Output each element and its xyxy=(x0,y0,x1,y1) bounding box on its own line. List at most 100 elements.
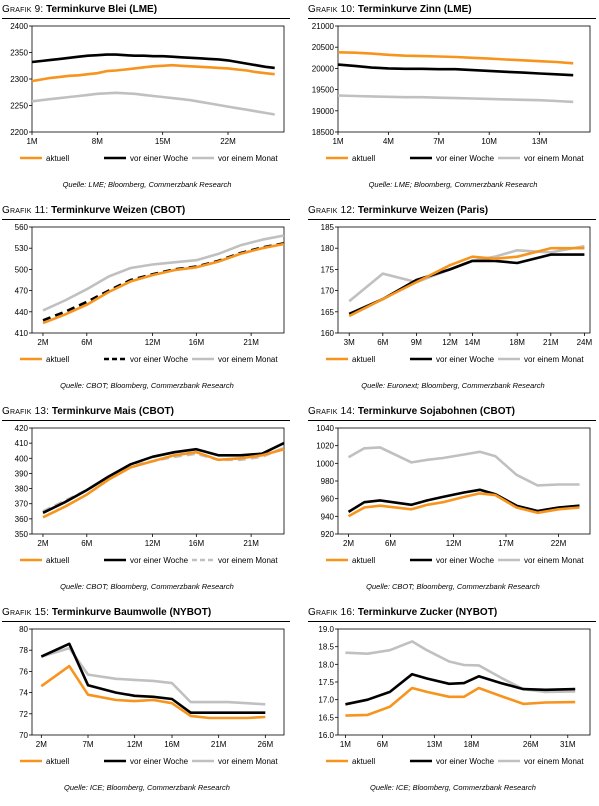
y-tick-label: 360 xyxy=(15,515,29,524)
x-tick-label: 3M xyxy=(344,338,355,347)
series-line-aktuell xyxy=(347,492,580,518)
legend-label: aktuell xyxy=(352,154,375,163)
chart-panel: Grafik 14: Terminkurve Sojabohnen (CBOT)… xyxy=(308,406,598,601)
x-tick-label: 17M xyxy=(498,539,514,548)
chart-title: Grafik 12: Terminkurve Weizen (Paris) xyxy=(308,205,488,216)
legend-label: vor einem Monat xyxy=(524,154,584,163)
series-line-vor-einer-woche xyxy=(337,63,574,77)
title-rule xyxy=(308,420,596,421)
plot-frame xyxy=(337,226,591,334)
y-tick-label: 2350 xyxy=(10,49,28,58)
legend-label: aktuell xyxy=(46,757,69,766)
title-rule xyxy=(2,219,290,220)
y-tick-label: 16.5 xyxy=(318,713,334,722)
series-line-vor-einem-monat xyxy=(337,94,574,104)
y-tick-label: 2200 xyxy=(10,128,28,137)
y-tick-label: 410 xyxy=(15,439,29,448)
legend-label: vor einer Woche xyxy=(130,556,189,565)
y-tick-label: 170 xyxy=(321,287,335,296)
legend-label: aktuell xyxy=(46,355,69,364)
x-tick-label: 12M xyxy=(446,539,462,548)
x-tick-label: 13M xyxy=(532,137,548,146)
source-note: Quelle: ICE; Bloomberg, Commerzbank Rese… xyxy=(370,783,536,792)
y-tick-label: 21000 xyxy=(312,22,335,31)
legend-label: aktuell xyxy=(46,154,69,163)
title-rule xyxy=(308,18,596,19)
y-tick-label: 470 xyxy=(15,287,29,296)
series-line-aktuell xyxy=(345,686,576,717)
legend-label: vor einem Monat xyxy=(218,757,278,766)
series-line-vor-einer-woche xyxy=(42,441,285,514)
chart-panel: Grafik 10: Terminkurve Zinn (LME) 18500 19… xyxy=(308,4,598,199)
plot-frame xyxy=(31,226,285,334)
x-tick-label: 6M xyxy=(377,338,388,347)
x-tick-label: 26M xyxy=(523,740,539,749)
source-note: Quelle: LME; Bloomberg, Commerzbank Rese… xyxy=(62,180,232,189)
y-tick-label: 2250 xyxy=(10,102,28,111)
x-tick-label: 9M xyxy=(411,338,422,347)
y-tick-label: 80 xyxy=(19,625,28,634)
x-tick-label: 1M xyxy=(332,137,343,146)
chart-panel: Grafik 12: Terminkurve Weizen (Paris) 160… xyxy=(308,205,598,400)
source-note: Quelle: ICE; Bloomberg, Commerzbank Rese… xyxy=(64,783,230,792)
chart-title-text: Terminkurve Mais (CBOT) xyxy=(51,406,174,417)
legend-label: aktuell xyxy=(352,556,375,565)
x-tick-label: 1M xyxy=(340,740,351,749)
y-tick-label: 350 xyxy=(15,530,29,539)
x-tick-label: 10M xyxy=(481,137,497,146)
y-tick-label: 960 xyxy=(321,495,335,504)
y-tick-label: 17.5 xyxy=(318,678,334,687)
y-tick-label: 980 xyxy=(321,477,335,486)
y-tick-label: 1040 xyxy=(316,424,334,433)
x-tick-label: 21M xyxy=(243,539,259,548)
x-tick-label: 7M xyxy=(433,137,444,146)
y-tick-label: 185 xyxy=(321,223,335,232)
chart-title-text: Terminkurve Weizen (CBOT) xyxy=(51,205,186,216)
chart-number-label: Grafik 16: xyxy=(308,607,356,618)
y-tick-label: 1000 xyxy=(316,459,334,468)
legend-label: vor einer Woche xyxy=(436,556,495,565)
x-tick-label: 21M xyxy=(211,740,227,749)
y-tick-label: 400 xyxy=(15,454,29,463)
y-tick-label: 180 xyxy=(321,244,335,253)
y-tick-label: 18.5 xyxy=(318,643,334,652)
y-tick-label: 420 xyxy=(15,424,29,433)
y-tick-label: 20000 xyxy=(312,64,335,73)
y-tick-label: 70 xyxy=(19,731,28,740)
line-chart: 920 940 960 980 1000 1020 1040 2M 6M 12M 17M 22M akt… xyxy=(316,424,591,565)
chart-title: Grafik 14: Terminkurve Sojabohnen (CBOT) xyxy=(308,406,515,417)
chart-number-label: Grafik 12: xyxy=(308,205,356,216)
y-tick-label: 160 xyxy=(321,329,335,338)
y-tick-label: 2400 xyxy=(10,22,28,31)
chart-title: Grafik 9: Terminkurve Blei (LME) xyxy=(2,4,157,15)
line-chart: 16.0 16.5 17.0 17.5 18.0 18.5 19.0 1M 6M 13M 18M 26… xyxy=(318,625,591,766)
legend-label: vor einem Monat xyxy=(524,355,584,364)
x-tick-label: 8M xyxy=(92,137,103,146)
x-tick-label: 2M xyxy=(36,740,47,749)
legend-label: vor einer Woche xyxy=(436,757,495,766)
chart-title: Grafik 13: Terminkurve Mais (CBOT) xyxy=(2,406,174,417)
series-line-vor-einer-woche xyxy=(40,642,266,714)
chart-number-label: Grafik 13: xyxy=(2,406,50,417)
y-tick-label: 19000 xyxy=(312,107,335,116)
x-tick-label: 16M xyxy=(189,338,205,347)
y-tick-label: 1020 xyxy=(316,442,334,451)
line-chart: 70 72 74 76 78 80 2M 7M 12M 16M 21M 26M aktuell vor e… xyxy=(19,625,285,766)
series-line-aktuell xyxy=(337,51,574,65)
line-chart: 160 165 170 175 180 185 3M 6M 9M 12M 14M 18M 21M 24M a… xyxy=(321,223,593,364)
plot-frame xyxy=(337,25,591,133)
chart-number-label: Grafik 10: xyxy=(308,4,356,15)
chart-number-label: Grafik 15: xyxy=(2,607,50,618)
y-tick-label: 72 xyxy=(19,710,28,719)
legend-label: aktuell xyxy=(352,355,375,364)
source-note: Quelle: LME; Bloomberg, Commerzbank Rese… xyxy=(368,180,538,189)
chart-title-text: Terminkurve Blei (LME) xyxy=(46,4,158,15)
y-tick-label: 18500 xyxy=(312,128,335,137)
y-tick-label: 19.0 xyxy=(318,625,334,634)
y-tick-label: 74 xyxy=(19,689,28,698)
y-tick-label: 19500 xyxy=(312,86,335,95)
x-tick-label: 2M xyxy=(343,539,354,548)
chart-panel: Grafik 16: Terminkurve Zucker (NYBOT) 16.… xyxy=(308,607,598,802)
chart-panel: Grafik 11: Terminkurve Weizen (CBOT) 410 4… xyxy=(2,205,292,400)
y-tick-label: 78 xyxy=(19,646,28,655)
